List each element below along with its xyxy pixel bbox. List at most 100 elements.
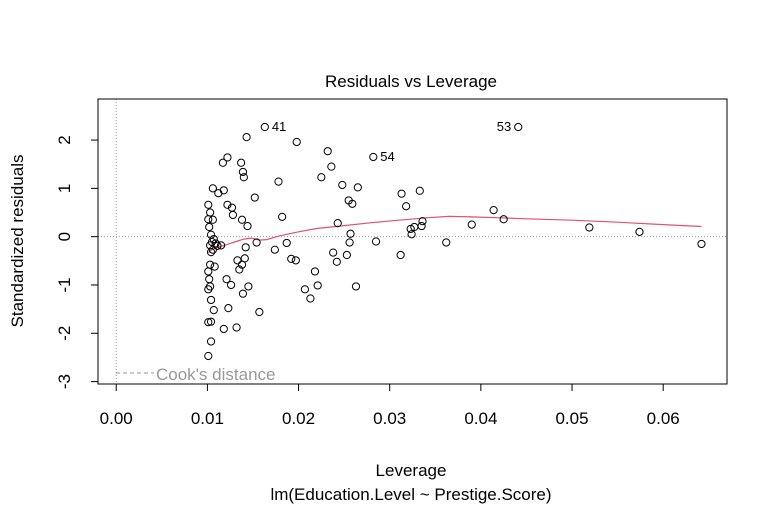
data-point <box>329 248 338 257</box>
data-point <box>333 219 342 228</box>
data-point <box>211 239 220 248</box>
data-point <box>250 193 259 202</box>
y-tick-label: 0 <box>55 232 74 241</box>
data-point <box>219 186 228 195</box>
data-point <box>397 189 406 198</box>
data-point <box>239 173 248 182</box>
data-point <box>222 275 231 284</box>
data-point <box>242 133 251 142</box>
data-point <box>291 256 300 265</box>
data-point <box>205 222 214 232</box>
data-point <box>213 241 222 250</box>
data-point <box>235 265 244 274</box>
data-point <box>417 221 426 231</box>
cooks-distance-legend: Cook's distance <box>116 365 275 384</box>
data-point <box>635 227 644 236</box>
data-point <box>407 230 416 239</box>
data-point <box>238 167 248 177</box>
data-point <box>697 239 706 249</box>
data-point <box>206 337 216 346</box>
data-point <box>282 238 291 248</box>
data-point <box>209 234 218 244</box>
data-point <box>327 162 336 171</box>
data-point <box>310 267 320 276</box>
data-point <box>514 122 523 132</box>
x-axis: 0.00 0.01 0.02 0.03 0.04 0.05 0.06 <box>100 383 680 428</box>
data-point <box>233 256 242 265</box>
data-point <box>218 158 227 167</box>
data-point <box>369 152 378 162</box>
data-point <box>252 238 261 247</box>
cooks-distance-legend-label: Cook's distance <box>156 365 275 384</box>
x-tick-label: 0.03 <box>373 409 406 428</box>
data-point <box>287 254 296 263</box>
data-point <box>237 158 246 167</box>
data-point <box>206 230 216 239</box>
data-point <box>204 200 213 209</box>
data-point <box>243 221 252 231</box>
data-point <box>300 285 310 294</box>
data-point <box>396 250 405 260</box>
data-point <box>317 173 326 182</box>
data-point <box>351 282 361 291</box>
data-point <box>274 177 283 186</box>
point-label: 41 <box>272 119 286 134</box>
data-point <box>204 267 213 276</box>
data-point <box>224 304 233 313</box>
x-tick-label: 0.04 <box>464 409 497 428</box>
point-label: 54 <box>380 149 394 164</box>
x-tick-label: 0.02 <box>282 409 315 428</box>
y-axis-label: Standardized residuals <box>8 155 27 328</box>
data-point <box>418 217 427 226</box>
points-layer <box>204 122 706 361</box>
y-axis: -3 -2 -1 0 1 2 <box>55 135 99 389</box>
data-point <box>255 307 264 317</box>
data-point <box>209 305 218 315</box>
data-point <box>585 223 594 232</box>
data-point <box>206 295 216 305</box>
data-point <box>232 323 241 332</box>
data-point <box>206 208 215 217</box>
data-point <box>216 241 226 250</box>
data-point <box>323 147 332 156</box>
data-point <box>238 289 248 298</box>
data-point <box>223 153 232 162</box>
data-point <box>348 199 357 208</box>
data-point <box>371 237 381 246</box>
y-tick-label: 2 <box>55 135 74 144</box>
data-point <box>208 184 217 193</box>
smooth-layer <box>207 215 702 254</box>
reference-lines <box>98 99 727 384</box>
data-point <box>237 215 247 224</box>
data-point <box>402 202 411 211</box>
chart-title: Residuals vs Leverage <box>325 72 497 91</box>
data-point <box>338 180 347 190</box>
data-point <box>228 210 238 220</box>
data-point <box>210 262 219 271</box>
data-point <box>206 317 216 326</box>
data-point <box>214 189 223 198</box>
data-point <box>489 206 498 215</box>
data-point <box>345 238 354 247</box>
y-tick-label: -3 <box>55 374 74 389</box>
data-point <box>499 215 508 224</box>
data-point <box>346 229 355 238</box>
x-tick-label: 0.06 <box>647 409 680 428</box>
data-point <box>332 257 341 266</box>
point-label: 53 <box>497 119 511 134</box>
data-point <box>442 238 451 247</box>
x-tick-label: 0.05 <box>555 409 588 428</box>
data-point <box>204 318 213 327</box>
data-point <box>223 200 232 209</box>
data-point <box>278 212 287 221</box>
data-point <box>306 294 315 303</box>
data-point <box>208 215 217 224</box>
data-point <box>241 243 250 252</box>
data-point <box>270 245 279 254</box>
data-point <box>467 220 476 229</box>
data-point <box>313 281 322 290</box>
data-point <box>204 351 213 361</box>
point-labels-layer: 41 54 53 <box>272 119 511 164</box>
